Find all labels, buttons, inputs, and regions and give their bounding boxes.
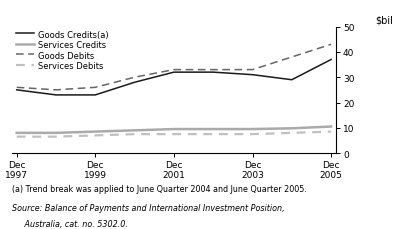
- Y-axis label: $billion: $billion: [375, 15, 393, 25]
- Text: Source: Balance of Payments and International Investment Position,: Source: Balance of Payments and Internat…: [12, 203, 285, 212]
- Legend: Goods Credits(a), Services Credits, Goods Debits, Services Debits: Goods Credits(a), Services Credits, Good…: [16, 30, 109, 71]
- Text: Australia, cat. no. 5302.0.: Australia, cat. no. 5302.0.: [12, 219, 128, 228]
- Text: (a) Trend break was applied to June Quarter 2004 and June Quarter 2005.: (a) Trend break was applied to June Quar…: [12, 184, 307, 193]
